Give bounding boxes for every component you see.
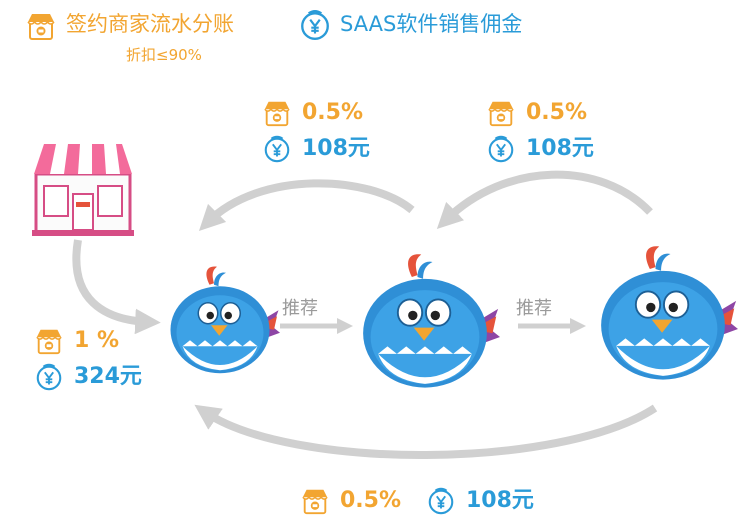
bird-mascot-2 [350, 246, 500, 396]
legend-saas-label: SAAS软件销售佣金 [340, 12, 523, 36]
left-shop-icon [34, 326, 64, 356]
arrow-store-to-bird [72, 239, 161, 335]
referral-label-1: 推荐 [282, 298, 318, 319]
arrow-top-left [198, 179, 415, 232]
top-right-yen-icon [486, 134, 516, 164]
top-left-shop-icon [262, 98, 292, 128]
left-pct: 1 % [74, 328, 120, 353]
bottom-shop-icon [300, 486, 330, 516]
top-left-pct: 0.5% [302, 100, 364, 125]
top-left-amount: 108元 [302, 136, 370, 161]
bird-mascot-3 [588, 238, 738, 388]
left-yen-icon [34, 362, 64, 392]
legend-merchant-sub: 折扣≤90% [126, 46, 202, 64]
referral-label-2: 推荐 [516, 298, 552, 319]
top-right-amount: 108元 [526, 136, 594, 161]
legend-merchant-label: 签约商家流水分账 [66, 12, 234, 36]
top-left-yen-icon [262, 134, 292, 164]
arrow-bottom [194, 404, 658, 459]
left-amount: 324元 [74, 364, 142, 389]
bird-mascot-1 [160, 240, 280, 400]
bottom-pct: 0.5% [340, 488, 402, 513]
bottom-yen-icon [426, 486, 456, 516]
top-right-pct: 0.5% [526, 100, 588, 125]
arrow-top-right [436, 170, 653, 229]
top-right-shop-icon [486, 98, 516, 128]
storefront-illustration [28, 138, 138, 238]
bottom-amount: 108元 [466, 488, 534, 513]
